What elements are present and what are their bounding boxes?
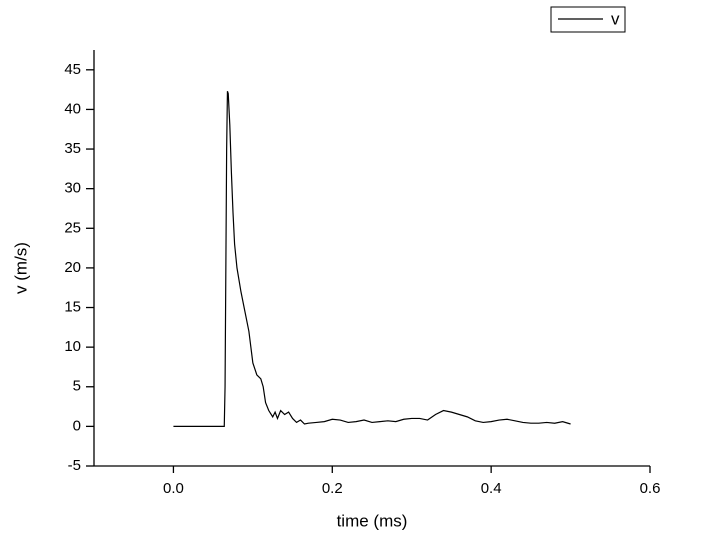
x-tick-label: 0.4 — [481, 480, 502, 497]
x-tick-label: 0.2 — [322, 480, 343, 497]
y-tick-label: 40 — [64, 100, 81, 117]
y-tick-label: 35 — [64, 140, 81, 157]
x-axis-label: time (ms) — [337, 511, 408, 530]
y-tick-label: 30 — [64, 180, 81, 197]
legend-box — [550, 6, 626, 33]
x-tick-label: 0.6 — [640, 480, 661, 497]
y-tick-label: -5 — [68, 457, 81, 474]
y-tick-label: 20 — [64, 259, 81, 276]
y-tick-label: 45 — [64, 61, 81, 78]
x-tick-label: 0.0 — [163, 480, 184, 497]
y-tick-label: 10 — [64, 338, 81, 355]
legend-label: v — [611, 9, 620, 28]
y-axis-label: v (m/s) — [11, 242, 30, 294]
y-tick-label: 25 — [64, 219, 81, 236]
y-tick-label: 15 — [64, 298, 81, 315]
y-tick-label: 0 — [73, 417, 81, 434]
y-tick-label: 5 — [73, 378, 81, 395]
line — [173, 91, 571, 427]
